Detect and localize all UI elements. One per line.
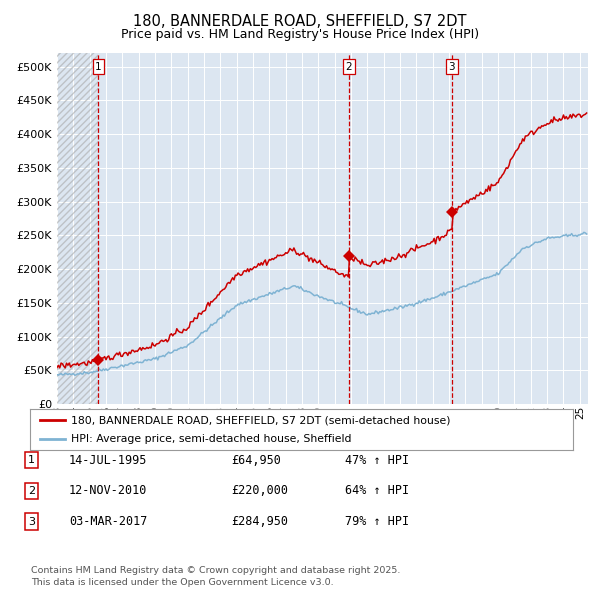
Text: £284,950: £284,950 [231,515,288,528]
Text: 2: 2 [28,486,35,496]
Text: 2: 2 [346,62,352,72]
Text: 1: 1 [28,455,35,465]
Text: 64% ↑ HPI: 64% ↑ HPI [345,484,409,497]
Text: 180, BANNERDALE ROAD, SHEFFIELD, S7 2DT: 180, BANNERDALE ROAD, SHEFFIELD, S7 2DT [133,14,467,29]
Text: 12-NOV-2010: 12-NOV-2010 [69,484,148,497]
Text: Contains HM Land Registry data © Crown copyright and database right 2025.
This d: Contains HM Land Registry data © Crown c… [31,566,401,587]
Text: 3: 3 [28,517,35,526]
Text: £220,000: £220,000 [231,484,288,497]
Text: HPI: Average price, semi-detached house, Sheffield: HPI: Average price, semi-detached house,… [71,434,351,444]
Text: 3: 3 [449,62,455,72]
Text: £64,950: £64,950 [231,454,281,467]
Text: 14-JUL-1995: 14-JUL-1995 [69,454,148,467]
Text: 1: 1 [95,62,102,72]
Text: 79% ↑ HPI: 79% ↑ HPI [345,515,409,528]
Text: Price paid vs. HM Land Registry's House Price Index (HPI): Price paid vs. HM Land Registry's House … [121,28,479,41]
Text: 03-MAR-2017: 03-MAR-2017 [69,515,148,528]
Text: 180, BANNERDALE ROAD, SHEFFIELD, S7 2DT (semi-detached house): 180, BANNERDALE ROAD, SHEFFIELD, S7 2DT … [71,415,450,425]
Text: 47% ↑ HPI: 47% ↑ HPI [345,454,409,467]
